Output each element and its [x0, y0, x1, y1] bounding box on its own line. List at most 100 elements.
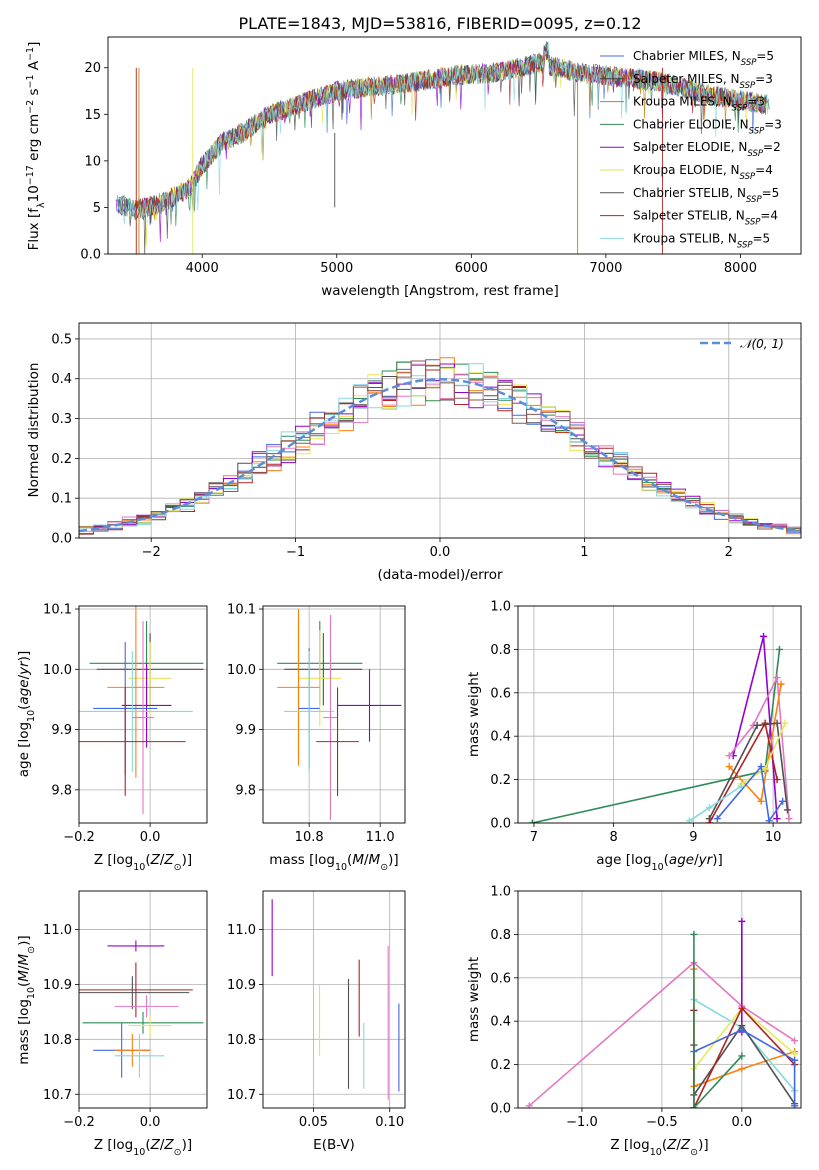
y-tick-label: 9.9	[235, 723, 256, 738]
age-vs-Z-xlabel-part: )]	[182, 852, 193, 868]
mass-vs-Z-ylabel-part: ⊙	[26, 946, 37, 954]
x-tick-label: −0.2	[63, 1115, 95, 1130]
legend-label: Chabrier STELIB, N	[633, 186, 746, 200]
mass-weight-series-6	[690, 1004, 799, 1108]
x-tick-label: 8000	[724, 261, 757, 276]
y-tick-label: 0.0	[490, 817, 511, 832]
age-vs-Z-xlabel: Z [log10(Z/Z⊙)]	[94, 852, 192, 873]
age-vs-Z-ylabel-part: )]	[16, 651, 32, 662]
y-tick-label: 15	[84, 108, 101, 123]
mass-weight-line	[708, 722, 789, 820]
y-tick-label: 0.0	[51, 532, 72, 547]
mass-vs-ebv-plot-area	[271, 899, 400, 1100]
x-tick-label: 5000	[320, 261, 353, 276]
age-vs-Z-ylabel-part: yr	[16, 660, 32, 676]
mass-weight-line	[688, 785, 742, 822]
mass-vs-Z-ylabel-part: M	[16, 970, 32, 982]
mass-weight-marker	[761, 765, 769, 773]
y-tick-label: 11.0	[43, 923, 72, 938]
legend-value: =5	[753, 231, 771, 245]
legend-sub: SSP	[741, 58, 757, 68]
mass-vs-Z-ylabel-part: mass [log	[16, 999, 32, 1065]
errorbar-point-8	[316, 687, 359, 796]
mass-weight-marker	[753, 721, 761, 729]
mass-weight-line	[693, 998, 796, 1106]
y-tick-label: 0.6	[490, 971, 511, 986]
mass-weight-vs-Z-frame	[517, 890, 802, 1109]
y-tick-label: 10.1	[227, 603, 256, 618]
spectrum-ylabel-part: Flux [f	[26, 207, 42, 251]
errorbar-point-7	[132, 621, 154, 814]
spectrum-xlabel: wavelength [Angstrom, rest frame]	[321, 283, 559, 299]
x-tick-label: 6000	[455, 261, 488, 276]
mass-vs-ebv-xlabel: E(B-V)	[313, 1137, 355, 1153]
errorbar-point-4	[337, 669, 402, 742]
mass-weight-line	[693, 1029, 796, 1106]
y-tick-label: 0.0	[80, 248, 101, 263]
x-tick-label: 7	[530, 830, 538, 845]
age-vs-Z-frame	[78, 605, 208, 824]
age-vs-mass-xlabel-part: M	[352, 852, 364, 868]
legend-sub: SSP	[745, 218, 761, 228]
y-tick-label: 10.0	[43, 663, 72, 678]
errorbar-point-7	[114, 1033, 151, 1067]
figure-title: PLATE=1843, MJD=53816, FIBERID=0095, z=0…	[238, 14, 641, 33]
x-tick-label: 0.0	[140, 1115, 161, 1130]
legend-value: =4	[755, 163, 773, 177]
legend-value: =2	[763, 140, 781, 154]
spectrum-ylabel-part: s	[26, 88, 42, 99]
x-tick-label: 0.0	[731, 1115, 752, 1130]
age-vs-mass-plot-area	[277, 609, 402, 820]
mass-weight-series-5	[705, 719, 781, 823]
errorbar-point-2	[298, 630, 342, 727]
errorbar-point-2	[128, 642, 172, 715]
y-tick-label: 0.5	[51, 332, 72, 347]
x-tick-label: 11.0	[366, 830, 395, 845]
legend-label: Kroupa MILES, N	[633, 95, 732, 109]
spectrum-ylabel-part: −1	[25, 74, 36, 88]
age-vs-mass-xlabel-part: )]	[388, 852, 399, 868]
mass-weight-line	[693, 1006, 796, 1108]
mass-weight-marker	[791, 1056, 799, 1064]
mass-vs-Z-xlabel-part: Z [log	[94, 1137, 133, 1153]
legend-sub: SSP	[740, 81, 756, 91]
mass-weight-marker	[738, 1065, 746, 1073]
spectrum-line-8	[116, 42, 769, 225]
spectrum-ylabel-part: ]	[26, 42, 42, 47]
spectrum-ylabel-part: λ	[36, 202, 47, 208]
errorbar-point-3	[114, 995, 179, 1018]
x-tick-label: 7000	[589, 261, 622, 276]
errorbar-point-6	[79, 651, 193, 772]
errorbar-point-7	[323, 615, 338, 820]
mass-weight-vs-Z-xlabel-part: Z	[680, 1137, 691, 1153]
y-tick-label: 1.0	[490, 600, 511, 615]
mass-weight-marker	[725, 763, 733, 771]
mass-weight-marker	[705, 804, 713, 812]
mass-weight-series-1	[738, 917, 746, 1036]
mass-vs-Z-plot-area	[79, 940, 204, 1078]
y-tick-label: 0.8	[490, 928, 511, 943]
y-tick-label: 10.9	[227, 978, 256, 993]
mass-weight-marker	[781, 719, 789, 727]
mass-weight-vs-Z-ylabel: mass weight	[466, 957, 482, 1042]
errorbar-point-2	[79, 976, 190, 1010]
errorbar-point-1	[79, 962, 193, 1018]
legend-value: =3	[755, 72, 773, 86]
mass-weight-vs-Z-xlabel: Z [log10(Z/Z⊙)]	[610, 1137, 708, 1158]
errorbar-point-5	[128, 1014, 172, 1037]
y-tick-label: 0.1	[51, 492, 72, 507]
age-vs-Z-ylabel-part: 10	[26, 710, 37, 722]
y-tick-label: 0.4	[490, 1015, 511, 1030]
mass-weight-marker	[525, 1102, 533, 1108]
errorbar-point-8	[79, 687, 186, 796]
spectrum-ylabel: Flux [fλ10−17 erg cm−2 s−1 A−1]	[25, 42, 47, 251]
age-vs-Z-xlabel-part: 10	[133, 862, 145, 873]
mass-weight-marker	[775, 645, 783, 653]
legend-label: Chabrier ELODIE, N	[633, 117, 749, 131]
mass-weight-vs-age-frame	[517, 605, 802, 824]
age-vs-Z-plot-area	[79, 606, 204, 814]
spectrum-ylabel-part: 10	[26, 185, 42, 202]
mass-weight-vs-age-xlabel-part: 10	[652, 862, 664, 873]
y-tick-label: 10.7	[227, 1088, 256, 1103]
